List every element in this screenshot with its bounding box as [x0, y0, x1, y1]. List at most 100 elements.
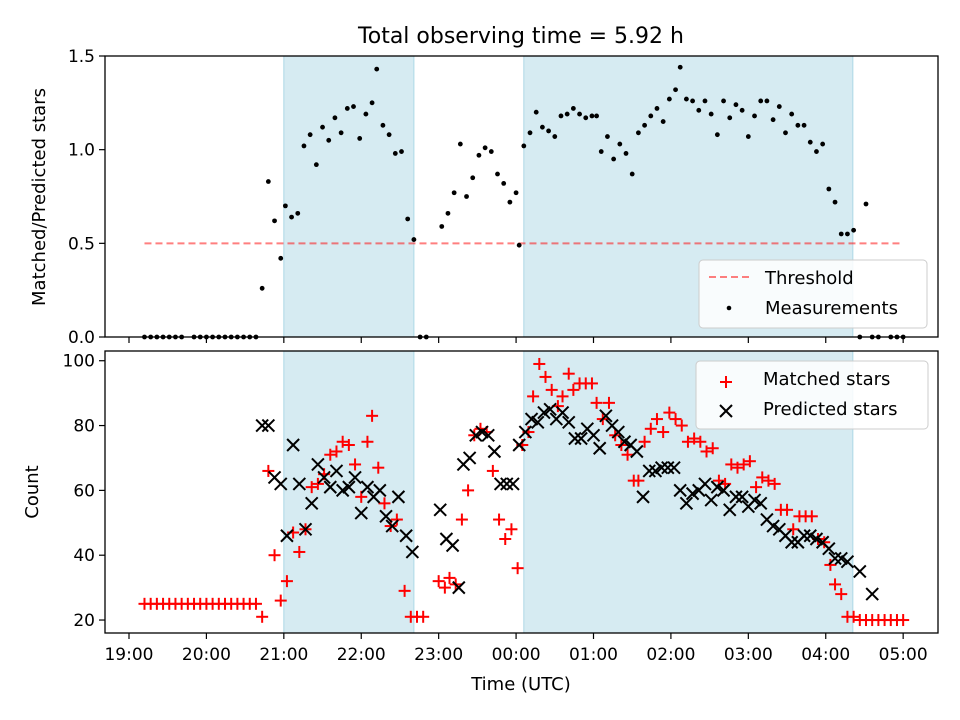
predicted-stars-point	[286, 438, 300, 452]
x-tick-label: 03:00	[724, 645, 773, 665]
predicted-stars-point	[537, 405, 551, 420]
predicted-stars-point	[698, 477, 712, 491]
matched-stars-point	[897, 614, 910, 627]
predicted-stars-point	[574, 431, 588, 446]
matched-stars-point	[443, 571, 456, 584]
matched-stars-point	[824, 558, 837, 571]
matched-stars-point	[737, 458, 750, 471]
predicted-stars-point	[766, 519, 780, 533]
matched-stars-point	[750, 481, 763, 494]
matched-stars-point	[621, 448, 634, 461]
measurement-point	[629, 171, 635, 177]
predicted-stars-point	[723, 503, 737, 517]
predicted-stars-point	[685, 486, 700, 501]
matched-stars-point	[669, 413, 682, 426]
predicted-stars-point	[261, 418, 276, 433]
matched-stars-point	[762, 474, 775, 487]
predicted-stars-point	[754, 496, 768, 511]
y-tick-label: 20	[73, 611, 95, 631]
measurement-point	[558, 113, 564, 119]
predicted-stars-point	[642, 464, 656, 478]
measurement-point	[745, 134, 751, 139]
measurement-point	[617, 141, 623, 147]
measurement-point	[648, 113, 654, 119]
predicted-stars-point	[475, 425, 489, 439]
predicted-stars-point	[803, 529, 817, 543]
ratio-panel: 0.0 0.5 1.0 1.5 Matched/Predicted stars Thr…	[29, 47, 939, 348]
predicted-stars-point	[834, 551, 848, 566]
predicted-stars-point	[679, 496, 694, 511]
matched-stars-point	[743, 455, 756, 468]
measurement-point	[451, 190, 457, 196]
x-tick-label: 22:00	[337, 645, 386, 665]
matched-stars-point	[361, 435, 374, 448]
matched-stars-point	[829, 578, 842, 591]
measurement-point	[399, 149, 404, 154]
measurement-point	[677, 64, 683, 70]
predicted-stars-point	[311, 457, 325, 472]
measurement-point	[265, 179, 271, 184]
y-tick-label: 100	[63, 352, 95, 372]
predicted-stars-point	[445, 538, 460, 553]
measurements-legend-label: Measurements	[765, 298, 898, 319]
count-y-axis: 20 40 60 80 100	[63, 352, 105, 631]
matched-stars-point	[632, 474, 645, 487]
predicted-stars-point	[531, 415, 545, 430]
predicted-stars-point	[710, 480, 725, 494]
predicted-stars-point	[586, 428, 601, 442]
count-y-axis-label: Count	[22, 465, 43, 518]
measurement-point	[764, 98, 770, 104]
time-x-axis: 19:00 20:00 21:00 22:00 23:00 00:00 01:00 02:00…	[104, 633, 928, 665]
matched-stars-point	[768, 477, 781, 490]
predicted-stars-point	[292, 477, 307, 491]
matched-stars-point	[700, 445, 713, 458]
matched-stars-point	[311, 477, 324, 490]
measurement-point	[570, 106, 576, 111]
measurement-point	[583, 115, 589, 121]
matched-stars-point	[324, 448, 337, 461]
matched-stars-point	[650, 413, 663, 426]
x-tick-label: 19:00	[104, 645, 153, 665]
measurement-point	[374, 66, 380, 72]
matched-stars-point	[336, 435, 349, 448]
ratio-x-ticks	[128, 337, 904, 343]
measurement-point	[357, 136, 363, 141]
matched-stars-point	[725, 458, 738, 471]
measurement-point	[708, 111, 714, 117]
matched-stars-point	[378, 497, 391, 510]
predicted-stars-point	[543, 402, 557, 417]
measurement-point	[513, 190, 519, 196]
matched-stars-point	[675, 419, 688, 432]
matched-stars-point	[366, 409, 379, 422]
measurement-point	[380, 122, 386, 128]
measurement-point	[282, 203, 288, 209]
matched-stars-point	[556, 390, 569, 403]
matched-stars-point	[268, 549, 281, 562]
count-plot-frame	[104, 350, 939, 634]
matched-stars-point	[533, 357, 546, 370]
predicted-stars-point	[784, 535, 799, 549]
measurement-point	[721, 98, 726, 104]
matched-stars-point	[847, 610, 860, 623]
observing-window-shading	[283, 55, 854, 338]
measurement-point	[577, 111, 582, 117]
matched-stars-point	[539, 370, 552, 383]
matched-stars-point	[390, 513, 403, 526]
matched-stars-point	[527, 390, 540, 403]
measurement-point	[272, 218, 277, 224]
chart-title: Total observing time = 5.92 h	[357, 24, 684, 49]
measurement-point	[501, 180, 507, 186]
y-tick-label: 0.0	[68, 328, 95, 348]
predicted-stars-point	[304, 496, 319, 511]
matched-stars-point	[455, 513, 468, 526]
measurement-point	[488, 149, 494, 154]
y-tick-label: 40	[73, 546, 95, 566]
measurement-point	[814, 149, 819, 154]
predicted-stars-point	[405, 545, 420, 559]
x-tick-label: 05:00	[879, 645, 928, 665]
matched-legend-label: Matched stars	[763, 369, 890, 390]
predicted-stars-point	[729, 490, 743, 504]
measurement-point	[464, 194, 469, 199]
predicted-stars-point	[636, 490, 650, 504]
measurement-point	[789, 111, 795, 117]
